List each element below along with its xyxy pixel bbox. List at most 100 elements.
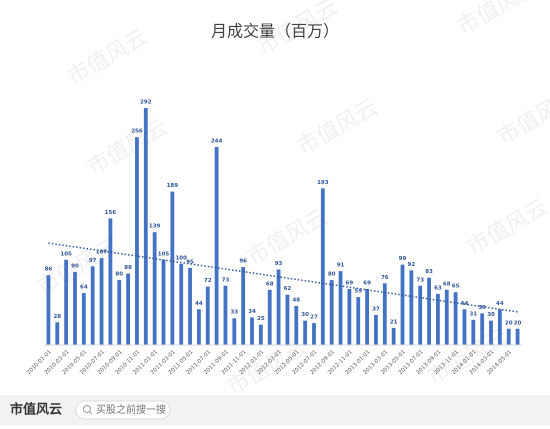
bar bbox=[347, 289, 351, 345]
data-label: 76 bbox=[381, 275, 389, 281]
bar bbox=[135, 137, 139, 345]
bar bbox=[91, 266, 95, 345]
data-label: 27 bbox=[310, 315, 318, 321]
bar bbox=[294, 306, 298, 345]
data-label: 28 bbox=[53, 314, 61, 320]
data-label: 69 bbox=[346, 280, 354, 286]
data-label: 21 bbox=[390, 319, 398, 325]
data-label: 73 bbox=[416, 277, 424, 283]
data-label: 44 bbox=[496, 301, 504, 307]
bar bbox=[480, 313, 484, 345]
data-label: 244 bbox=[211, 138, 223, 144]
bar bbox=[241, 267, 245, 345]
bar bbox=[277, 270, 281, 345]
data-label: 105 bbox=[158, 251, 170, 257]
data-label: 83 bbox=[425, 269, 433, 275]
bar bbox=[471, 320, 475, 345]
bar bbox=[489, 321, 493, 345]
data-label: 91 bbox=[337, 263, 345, 269]
data-label: 139 bbox=[149, 224, 161, 230]
bar bbox=[516, 329, 520, 345]
data-label: 48 bbox=[292, 298, 300, 304]
bar bbox=[401, 265, 405, 345]
data-label: 99 bbox=[399, 256, 407, 262]
data-label: 44 bbox=[195, 301, 203, 307]
data-label: 88 bbox=[124, 265, 132, 271]
data-label: 156 bbox=[105, 210, 117, 216]
data-label: 37 bbox=[372, 306, 380, 312]
bar bbox=[392, 328, 396, 345]
bar bbox=[126, 274, 130, 345]
data-label: 25 bbox=[257, 316, 265, 322]
data-label: 93 bbox=[275, 261, 283, 267]
data-label: 64 bbox=[80, 285, 88, 291]
bar bbox=[507, 329, 511, 345]
bar bbox=[188, 268, 192, 345]
data-label: 80 bbox=[328, 272, 336, 278]
bar bbox=[170, 192, 174, 345]
bar bbox=[445, 290, 449, 345]
bar bbox=[268, 290, 272, 345]
bar bbox=[339, 271, 343, 345]
data-label: 97 bbox=[89, 258, 97, 264]
bar bbox=[409, 270, 413, 345]
bar bbox=[162, 260, 166, 345]
data-label: 20 bbox=[514, 320, 522, 326]
bar bbox=[55, 322, 59, 345]
bar bbox=[427, 278, 431, 345]
bar bbox=[215, 147, 219, 345]
bar bbox=[418, 286, 422, 345]
bar bbox=[153, 232, 157, 345]
data-label: 30 bbox=[487, 312, 495, 318]
bar bbox=[73, 272, 77, 345]
bar bbox=[179, 264, 183, 345]
bar bbox=[47, 275, 51, 345]
data-label: 73 bbox=[222, 277, 230, 283]
bar bbox=[321, 188, 325, 345]
data-label: 34 bbox=[248, 309, 256, 315]
data-label: 105 bbox=[60, 251, 72, 257]
data-label: 193 bbox=[317, 180, 329, 186]
bar bbox=[330, 280, 334, 345]
data-label: 90 bbox=[71, 263, 79, 269]
bar bbox=[312, 323, 316, 345]
data-label: 68 bbox=[443, 281, 451, 287]
bar bbox=[250, 317, 254, 345]
bar bbox=[463, 309, 467, 345]
bar bbox=[436, 294, 440, 345]
bar bbox=[224, 286, 228, 345]
data-label: 80 bbox=[115, 272, 123, 278]
bar bbox=[286, 295, 290, 345]
data-label: 189 bbox=[167, 183, 179, 189]
search-placeholder[interactable]: 买股之前搜一搜 bbox=[96, 403, 166, 416]
bar bbox=[454, 292, 458, 345]
data-label: 30 bbox=[301, 312, 309, 318]
bar bbox=[117, 280, 121, 345]
data-label: 95 bbox=[186, 259, 194, 265]
footer-brand: 市值风云 bbox=[10, 402, 62, 418]
data-label: 62 bbox=[284, 286, 292, 292]
bar bbox=[356, 297, 360, 345]
data-label: 256 bbox=[131, 129, 143, 135]
bar bbox=[374, 315, 378, 345]
data-label: 69 bbox=[363, 280, 371, 286]
bar bbox=[259, 325, 263, 345]
bar bbox=[197, 309, 201, 345]
bar bbox=[365, 289, 369, 345]
bar bbox=[498, 309, 502, 345]
chart-title: 月成交量（百万） bbox=[211, 22, 339, 41]
data-label: 72 bbox=[204, 278, 212, 284]
data-label: 31 bbox=[469, 311, 477, 317]
bar bbox=[82, 293, 86, 345]
data-label: 96 bbox=[239, 259, 247, 265]
bar bbox=[108, 218, 112, 345]
data-label: 33 bbox=[230, 310, 238, 316]
data-label: 65 bbox=[452, 284, 460, 290]
data-label: 86 bbox=[45, 267, 53, 273]
bar bbox=[303, 321, 307, 345]
bar bbox=[206, 287, 210, 345]
bar bbox=[232, 318, 236, 345]
data-label: 20 bbox=[505, 320, 513, 326]
bar bbox=[144, 108, 148, 345]
data-label: 292 bbox=[140, 100, 152, 106]
